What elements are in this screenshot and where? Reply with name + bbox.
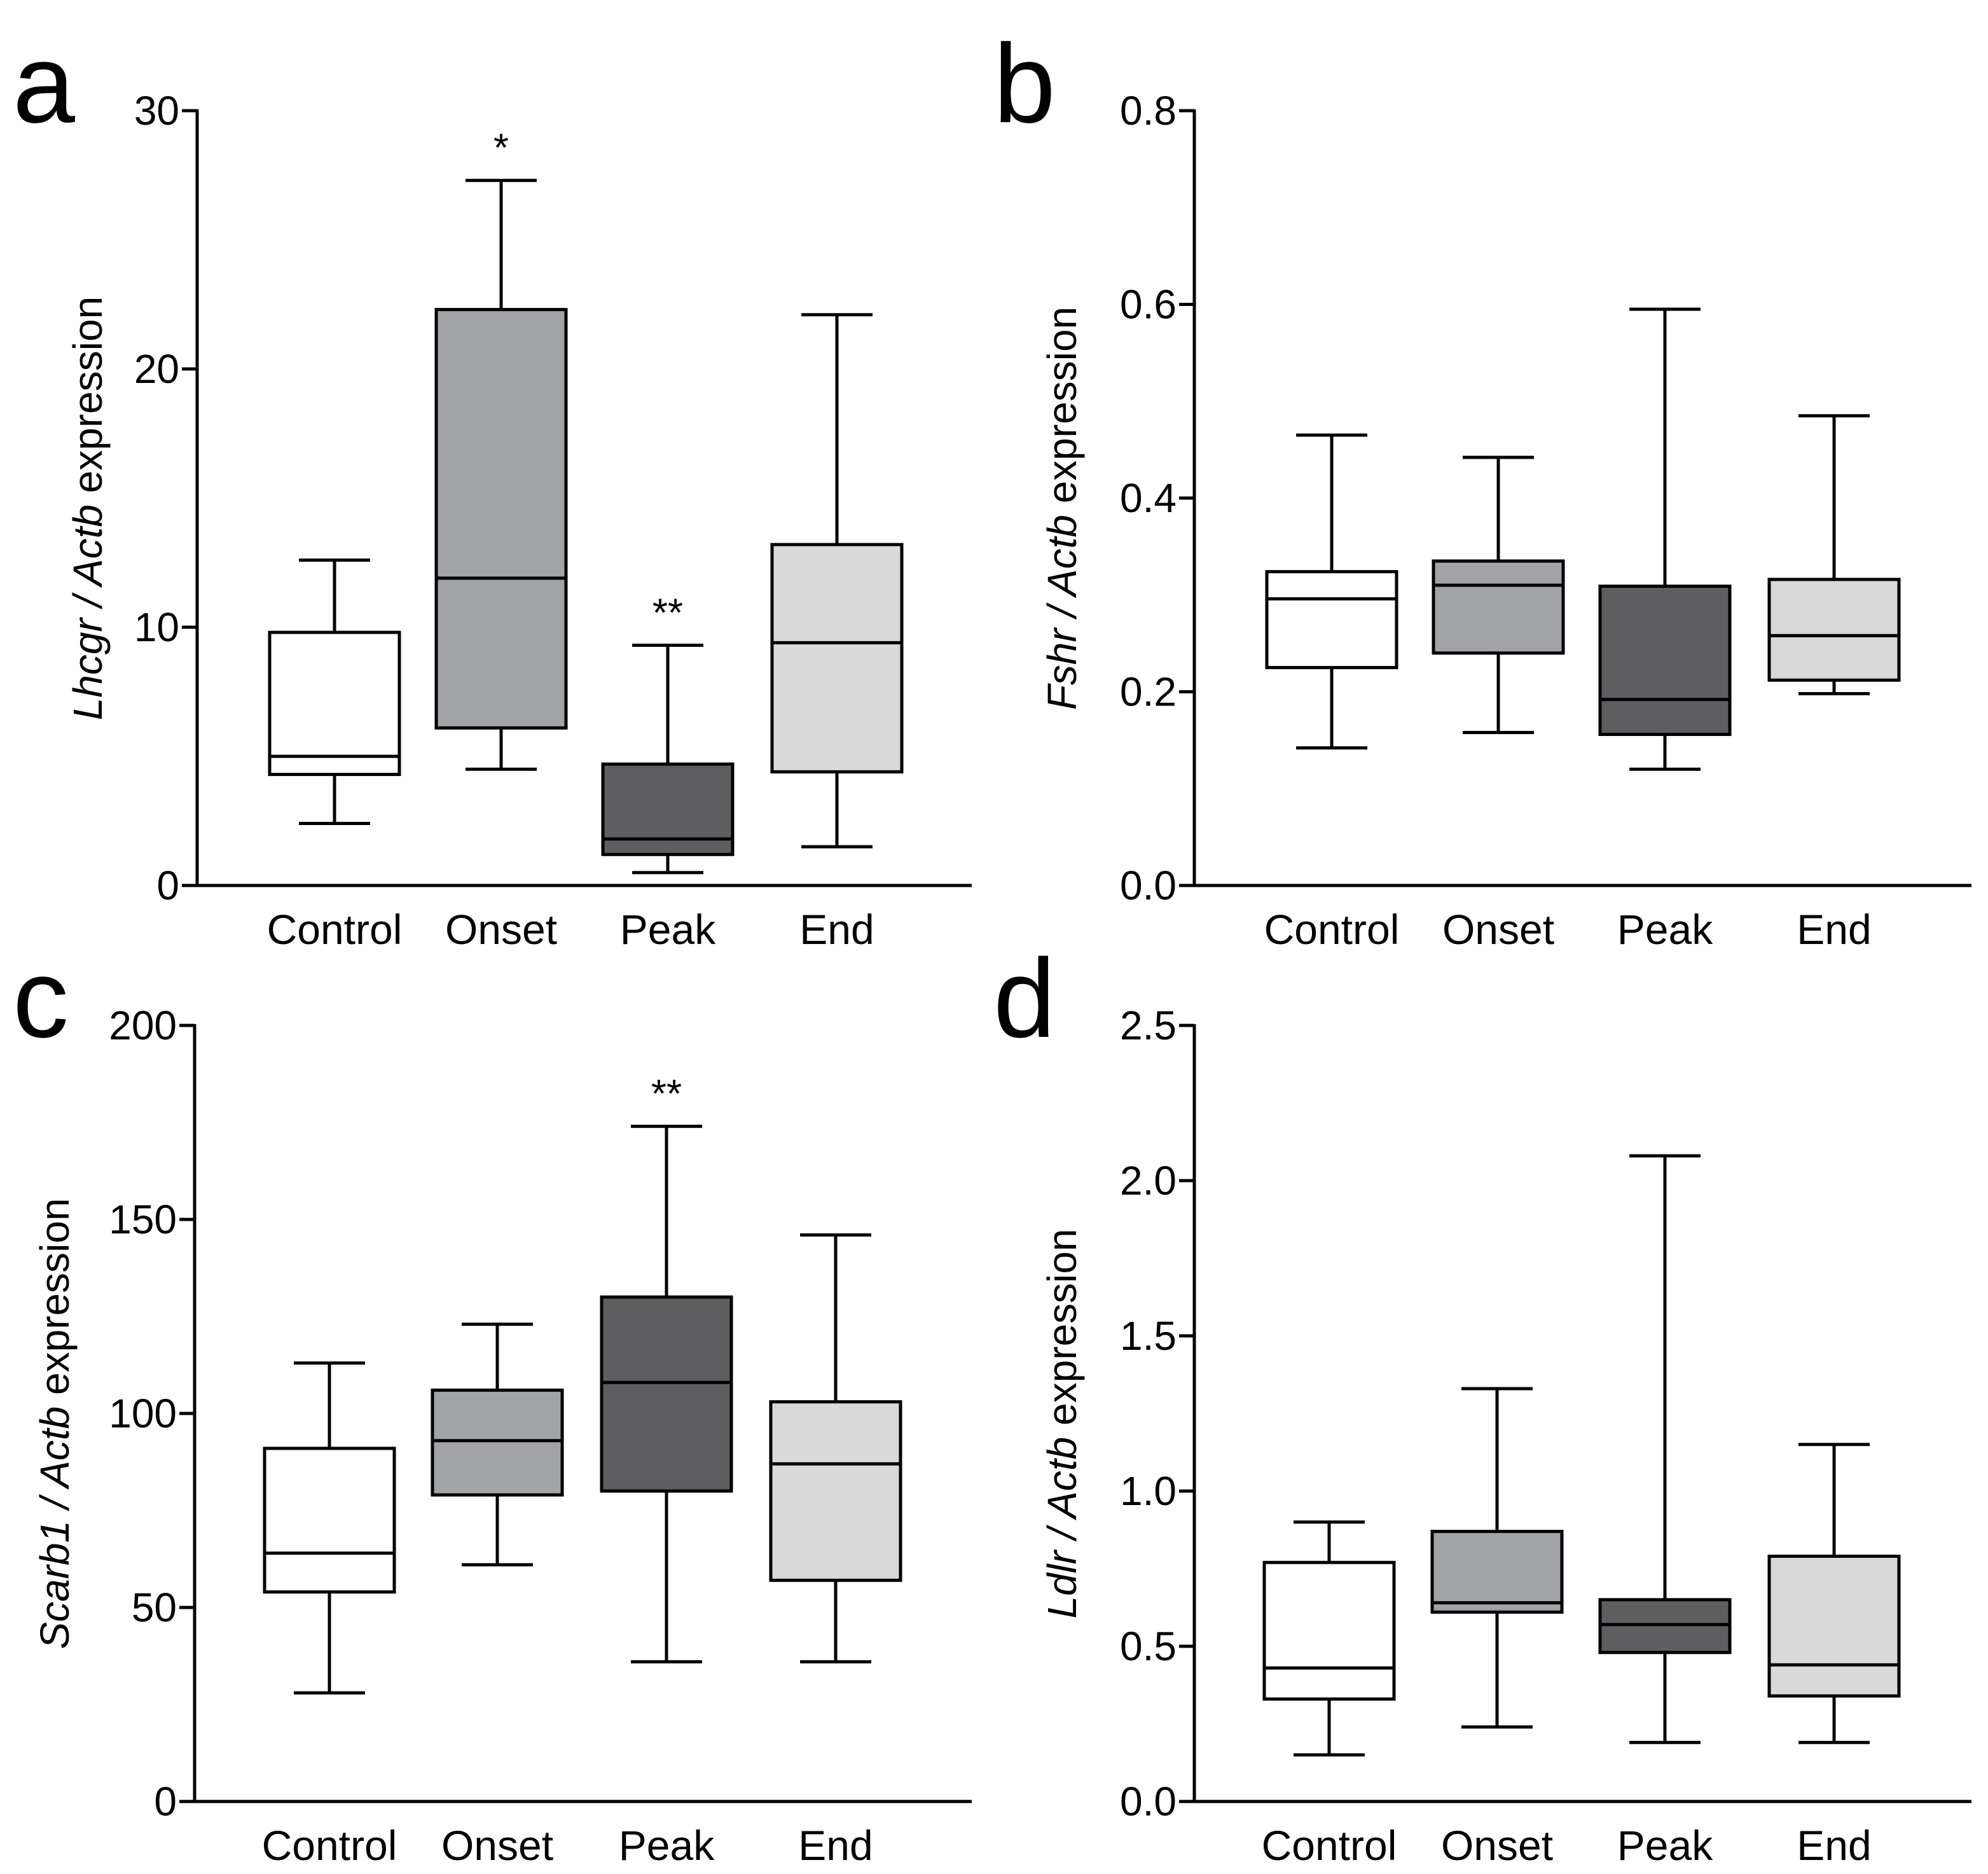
panel-d-y-tick-label: 2.5 (1120, 1003, 1177, 1048)
panel-b-peak-category-label: Peak (1617, 906, 1713, 953)
panel-c: c 0 50 100 150 200 Scarb1 / Actb expression Co… (13, 936, 972, 1869)
panel-c-letter: c (13, 936, 69, 1061)
panel-a-onset-box (434, 308, 568, 730)
panel-c-y-axis-title: Scarb1 / Actb expression (32, 1198, 78, 1649)
panel-c-onset-boxplot (431, 1322, 564, 1567)
panel-d: d 0.0 0.5 1.0 1.5 2.0 2.5 Ldlr / Actb expressi… (993, 936, 1971, 1869)
panel-a-control-box (268, 630, 401, 776)
panel-d-letter: d (993, 936, 1056, 1061)
panel-b-y-axis-title: Fshr / Actb expression (1039, 307, 1085, 710)
panel-a-y-axis-title: Lhcgr / Actb expression (65, 296, 111, 720)
panel-d-onset-boxplot (1430, 1387, 1564, 1729)
panel-c-end-box (769, 1400, 902, 1582)
panel-d-onset-category-label: Onset (1441, 1822, 1553, 1869)
panel-b-y-tick-label: 0.0 (1120, 863, 1177, 908)
panel-a: a 0 10 20 30 Lhcgr / Actb expression Control *… (13, 22, 972, 953)
panel-b-control-category-label: Control (1264, 906, 1400, 953)
panel-b-y-tick-label: 0.8 (1120, 88, 1177, 134)
panel-c-y-tick-label: 150 (109, 1197, 177, 1242)
panel-a-letter: a (13, 22, 75, 146)
panel-d-control-category-label: Control (1262, 1822, 1397, 1869)
panel-c-y-tick-label: 0 (154, 1779, 177, 1824)
panel-b-y-tick-label: 0.4 (1120, 475, 1177, 521)
panel-d-peak-category-label: Peak (1617, 1822, 1713, 1869)
panel-c-peak-category-label: Peak (619, 1822, 715, 1869)
panel-c-onset-category-label: Onset (441, 1822, 553, 1869)
panel-a-peak-box (601, 762, 735, 856)
panel-d-control-box (1262, 1560, 1396, 1701)
panel-d-y-tick-label: 1.5 (1120, 1313, 1177, 1359)
panel-b: b 0.0 0.2 0.4 0.6 0.8 Fshr / Actb expression C… (993, 22, 1971, 953)
panel-d-end-category-label: End (1797, 1822, 1871, 1869)
panel-a-peak-significance: ** (652, 591, 683, 635)
panel-c-peak-boxplot: ** (600, 1072, 733, 1663)
panel-b-y-axis-title-suffix: expression (1039, 307, 1085, 515)
panel-c-end-category-label: End (798, 1822, 873, 1869)
panel-a-peak-boxplot: ** (601, 591, 735, 875)
panel-c-y-tick-label: 50 (132, 1585, 177, 1630)
panel-c-control-boxplot (263, 1361, 396, 1695)
panel-c-control-category-label: Control (262, 1822, 397, 1869)
panel-d-end-box (1767, 1554, 1901, 1698)
panel-b-onset-box (1432, 559, 1565, 655)
panel-c-y-tick-label: 200 (109, 1003, 177, 1048)
panel-b-peak-boxplot (1598, 307, 1732, 771)
panel-c-peak-box (600, 1295, 733, 1493)
panel-a-onset-category-label: Onset (445, 906, 557, 953)
panel-b-end-boxplot (1767, 414, 1901, 696)
panel-a-onset-significance: * (494, 127, 509, 170)
panel-b-end-box (1767, 578, 1901, 682)
panel-b-onset-boxplot (1432, 455, 1565, 734)
panel-a-end-box (770, 543, 904, 774)
panel-a-y-axis-title-suffix: expression (65, 296, 111, 504)
panel-c-control-box (263, 1447, 396, 1594)
panel-b-peak-box (1598, 585, 1732, 736)
panel-c-end-boxplot (769, 1233, 902, 1663)
panel-c-y-axis-title-suffix: expression (32, 1198, 78, 1406)
panel-a-y-tick-label: 20 (134, 346, 179, 392)
panel-d-control-boxplot (1262, 1520, 1396, 1757)
panel-c-y-axis-title-genes: Scarb1 / Actb (32, 1406, 78, 1649)
panel-b-letter: b (993, 22, 1056, 146)
panel-b-control-boxplot (1265, 433, 1398, 750)
panel-d-y-axis-title-suffix: expression (1039, 1228, 1085, 1436)
panel-a-control-boxplot (268, 558, 401, 826)
panel-a-y-tick-label: 10 (134, 604, 179, 650)
panel-c-peak-significance: ** (651, 1072, 682, 1116)
panel-a-end-boxplot (770, 313, 904, 849)
panel-d-y-axis-title-genes: Ldlr / Actb (1039, 1437, 1085, 1619)
panel-a-peak-category-label: Peak (620, 906, 716, 953)
panel-b-y-tick-label: 0.2 (1120, 669, 1177, 715)
panel-b-y-tick-label: 0.6 (1120, 282, 1177, 328)
panel-a-control-category-label: Control (267, 906, 403, 953)
panel-a-onset-boxplot: * (434, 127, 568, 771)
panel-d-y-tick-label: 0.5 (1120, 1623, 1177, 1669)
panel-a-y-tick-label: 0 (156, 863, 179, 908)
panel-c-onset-box (431, 1388, 564, 1497)
panel-d-peak-boxplot (1598, 1154, 1732, 1744)
panel-b-onset-category-label: Onset (1442, 906, 1554, 953)
panel-d-end-boxplot (1767, 1443, 1901, 1744)
panel-b-control-box (1265, 570, 1398, 669)
panel-c-y-tick-label: 100 (109, 1391, 177, 1436)
panel-d-onset-box (1430, 1529, 1564, 1614)
panel-b-end-category-label: End (1797, 906, 1871, 953)
panel-a-end-category-label: End (799, 906, 874, 953)
panel-a-y-axis-title-genes: Lhcgr / Actb (65, 504, 111, 720)
panel-d-y-tick-label: 2.0 (1120, 1158, 1177, 1204)
panel-d-y-axis-title: Ldlr / Actb expression (1039, 1228, 1085, 1618)
panel-b-y-axis-title-genes: Fshr / Actb (1039, 515, 1085, 710)
panel-a-y-tick-label: 30 (134, 88, 179, 134)
panel-d-y-tick-label: 0.0 (1120, 1779, 1177, 1824)
panel-d-y-tick-label: 1.0 (1120, 1468, 1177, 1514)
